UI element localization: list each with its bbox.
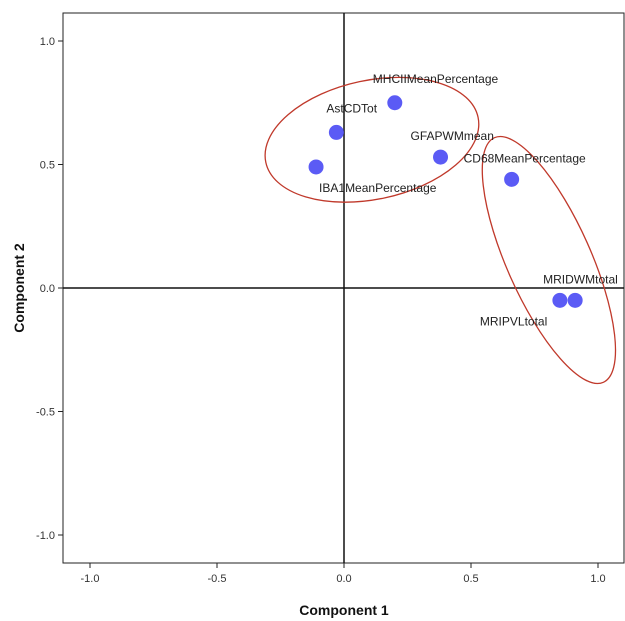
data-point [504, 171, 520, 187]
y-tick-label: 0.0 [40, 283, 55, 295]
data-point [328, 124, 344, 140]
point-label: AstCDTot [326, 101, 377, 115]
data-point [387, 95, 403, 111]
data-points [308, 95, 583, 308]
data-point [308, 159, 324, 175]
x-tick-label: 0.5 [463, 573, 478, 585]
point-label: GFAPWMmean [411, 129, 494, 143]
x-axis-ticks: -1.0 -0.5 0.0 0.5 1.0 [81, 563, 606, 585]
data-point [433, 149, 449, 165]
point-labels: MHCIIMeanPercentage AstCDTot IBA1MeanPerce… [319, 72, 618, 329]
x-axis-title: Component 1 [299, 602, 389, 618]
point-label: MRIPVLtotal [480, 314, 547, 328]
cluster-ellipses [264, 76, 617, 385]
cluster-ellipse [264, 76, 480, 203]
x-tick-label: -1.0 [81, 573, 100, 585]
data-point [552, 292, 568, 308]
y-tick-label: -1.0 [36, 530, 55, 542]
x-tick-label: 0.0 [336, 573, 351, 585]
y-axis-title: Component 2 [11, 243, 27, 333]
x-tick-label: 1.0 [590, 573, 605, 585]
point-label: MHCIIMeanPercentage [373, 72, 499, 86]
y-tick-label: -0.5 [36, 407, 55, 419]
y-tick-label: 0.5 [40, 160, 55, 172]
y-axis-ticks: 1.0 0.5 0.0 -0.5 -1.0 [36, 36, 63, 542]
x-tick-label: -0.5 [208, 573, 227, 585]
point-label: MRIDWMtotal [543, 272, 618, 286]
cluster-ellipse [481, 135, 617, 385]
point-label: CD68MeanPercentage [464, 151, 586, 165]
y-tick-label: 1.0 [40, 36, 55, 48]
reference-lines [63, 13, 624, 563]
point-label: IBA1MeanPercentage [319, 181, 437, 195]
data-point [567, 292, 583, 308]
